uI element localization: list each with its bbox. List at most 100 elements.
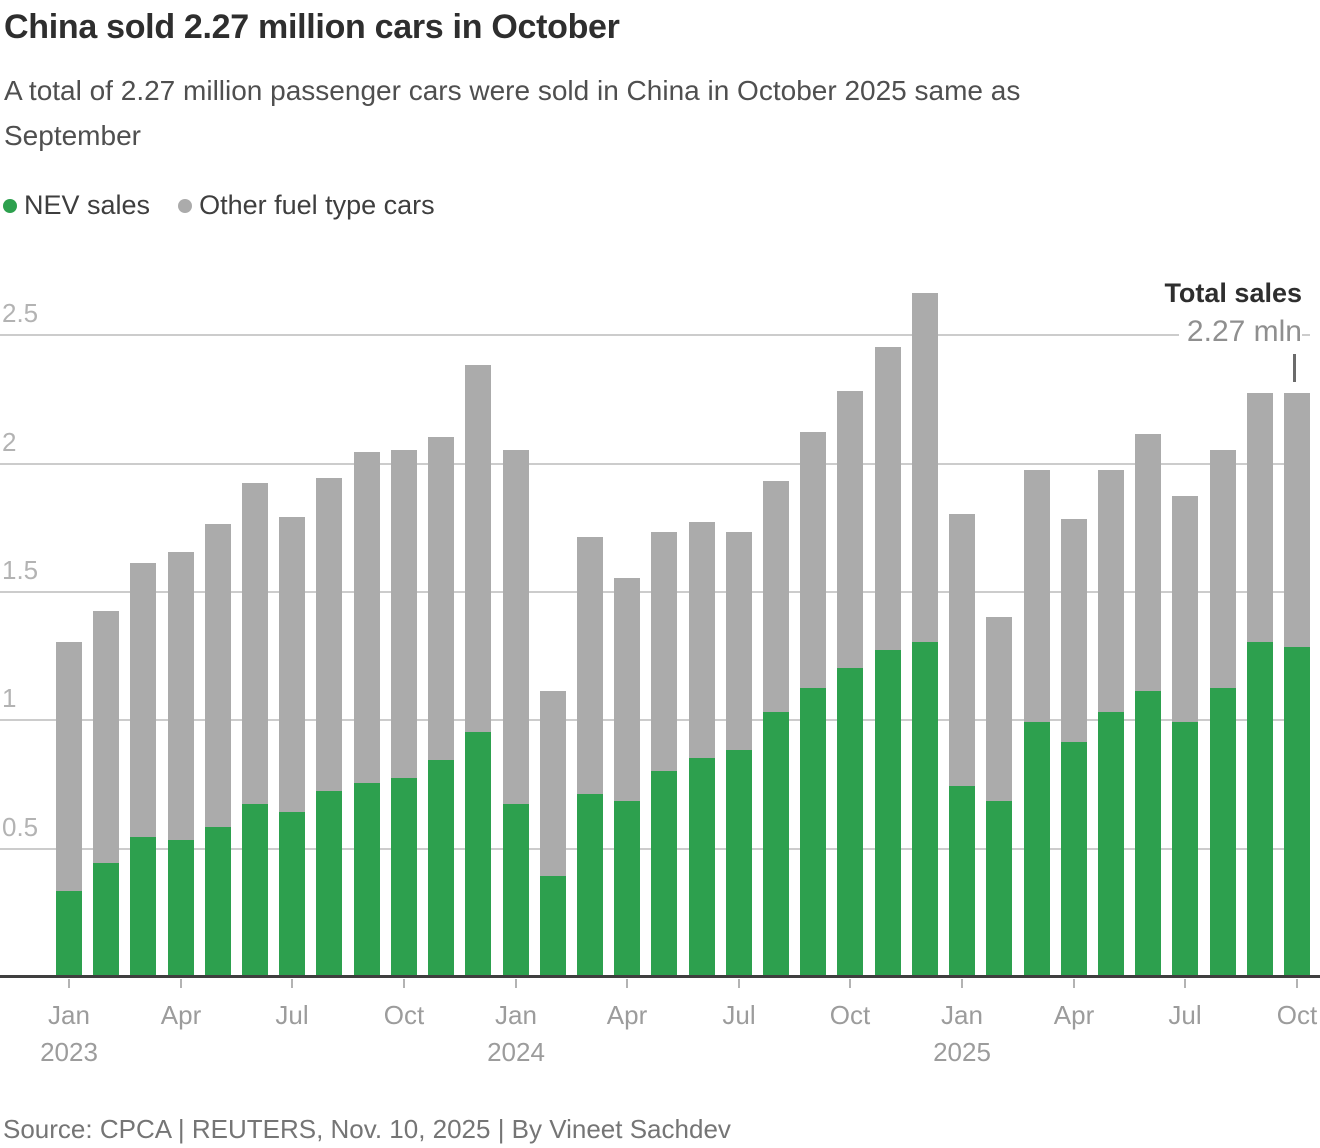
x-tick-jan-2024: [515, 979, 517, 988]
bar-other-oct-2023: [391, 450, 417, 778]
bar-nev-jun-2023: [242, 804, 268, 976]
annotation-label: Total sales: [1164, 278, 1302, 308]
x-label-jul: Jul: [275, 1000, 309, 1030]
bar-other-jun-2023: [242, 483, 268, 804]
x-label-jan-2024: Jan: [495, 1000, 537, 1030]
x-tick-oct: [403, 979, 405, 988]
bar-other-apr-2023: [168, 552, 194, 840]
legend: NEV sales Other fuel type cars: [3, 190, 435, 221]
bar-nev-jun-2024: [689, 758, 715, 976]
bar-nev-apr-2024: [614, 801, 640, 976]
nev-swatch-icon: [3, 198, 17, 213]
bar-other-jun-2025: [1135, 434, 1161, 691]
bar-nev-jun-2025: [1135, 691, 1161, 976]
bar-other-jul-2024: [726, 532, 752, 750]
x-label-oct: Oct: [829, 1000, 871, 1030]
x-tick-oct: [1296, 979, 1298, 988]
bar-nev-may-2023: [205, 827, 231, 976]
bar-other-may-2023: [205, 524, 231, 827]
bar-nev-mar-2025: [1024, 722, 1050, 976]
x-tick-jul: [1184, 979, 1186, 988]
bar-nev-may-2025: [1098, 712, 1124, 976]
bar-other-jan-2025: [949, 514, 975, 786]
bar-other-nov-2023: [428, 437, 454, 760]
bar-other-feb-2024: [540, 691, 566, 876]
bar-nev-oct-2023: [391, 778, 417, 976]
x-tick-jul: [291, 979, 293, 988]
bar-nev-sep-2025: [1247, 642, 1273, 976]
bar-nev-oct-2025: [1284, 647, 1310, 976]
bar-other-jun-2024: [689, 522, 715, 758]
bar-other-mar-2023: [130, 563, 156, 837]
y-axis-label-2.5: 2.5: [2, 298, 39, 328]
source-line: Source: CPCA | REUTERS, Nov. 10, 2025 | …: [3, 1114, 731, 1144]
legend-item-other: Other fuel type cars: [178, 190, 435, 221]
bar-nev-dec-2023: [465, 732, 491, 976]
y-axis-label-2: 2: [2, 427, 17, 457]
bar-nev-apr-2025: [1061, 742, 1087, 976]
legend-label-other: Other fuel type cars: [199, 190, 435, 220]
subtitle-line-1: A total of 2.27 million passenger cars w…: [4, 75, 1021, 106]
x-label-oct: Oct: [383, 1000, 425, 1030]
x-year-label-2025: 2025: [933, 1037, 991, 1067]
bar-other-jan-2024: [503, 450, 529, 804]
bar-other-dec-2024: [912, 293, 938, 642]
x-label-jan-2025: Jan: [941, 1000, 983, 1030]
legend-label-nev: NEV sales: [24, 190, 151, 220]
bar-nev-mar-2024: [577, 794, 603, 976]
bar-nev-jul-2024: [726, 750, 752, 976]
bar-nev-feb-2023: [93, 863, 119, 976]
bar-other-jan-2023: [56, 642, 82, 891]
bar-nev-may-2024: [651, 771, 677, 976]
bar-nev-jan-2024: [503, 804, 529, 976]
x-label-jul: Jul: [1168, 1000, 1202, 1030]
bar-nev-sep-2023: [354, 783, 380, 976]
x-label-apr: Apr: [606, 1000, 648, 1030]
x-tick-jan-2025: [961, 979, 963, 988]
bar-nev-sep-2024: [800, 688, 826, 976]
x-tick-jan-2023: [68, 979, 70, 988]
bar-nev-dec-2024: [912, 642, 938, 976]
other-swatch-icon: [178, 198, 193, 213]
bar-other-jul-2023: [279, 517, 305, 812]
y-axis-label-1: 1: [2, 683, 17, 713]
bar-other-sep-2023: [354, 452, 380, 783]
bar-other-aug-2023: [316, 478, 342, 791]
bar-other-aug-2024: [763, 481, 789, 712]
x-label-jul: Jul: [722, 1000, 756, 1030]
bar-nev-jul-2023: [279, 812, 305, 976]
bar-other-sep-2024: [800, 432, 826, 688]
chart-subtitle: A total of 2.27 million passenger cars w…: [4, 68, 1020, 158]
bar-nev-jul-2025: [1172, 722, 1198, 976]
bar-nev-aug-2025: [1210, 688, 1236, 976]
bar-other-feb-2023: [93, 611, 119, 863]
bar-other-sep-2025: [1247, 393, 1273, 642]
annotation-value: 2.27 mln: [1178, 313, 1302, 351]
y-axis-label-1.5: 1.5: [2, 555, 39, 585]
bar-nev-aug-2024: [763, 712, 789, 976]
bar-nev-nov-2024: [875, 650, 901, 976]
x-year-label-2023: 2023: [40, 1037, 98, 1067]
x-tick-apr: [626, 979, 628, 988]
x-axis-baseline: [0, 975, 1320, 978]
bar-other-apr-2025: [1061, 519, 1087, 742]
bar-nev-jan-2025: [949, 786, 975, 976]
x-label-oct: Oct: [1276, 1000, 1318, 1030]
annotation-pointer-tick: [1293, 354, 1296, 382]
x-tick-apr: [1073, 979, 1075, 988]
bar-other-jul-2025: [1172, 496, 1198, 722]
x-year-label-2024: 2024: [487, 1037, 545, 1067]
bar-nev-oct-2024: [837, 668, 863, 976]
bar-other-may-2025: [1098, 470, 1124, 712]
total-sales-annotation: Total sales 2.27 mln: [1164, 278, 1302, 351]
bar-nev-nov-2023: [428, 760, 454, 976]
x-label-apr: Apr: [1053, 1000, 1095, 1030]
x-tick-oct: [849, 979, 851, 988]
bar-other-mar-2024: [577, 537, 603, 794]
bar-other-mar-2025: [1024, 470, 1050, 722]
y-axis-label-0.5: 0.5: [2, 812, 39, 842]
x-tick-jul: [738, 979, 740, 988]
bar-other-dec-2023: [465, 365, 491, 732]
bar-nev-jan-2023: [56, 891, 82, 976]
